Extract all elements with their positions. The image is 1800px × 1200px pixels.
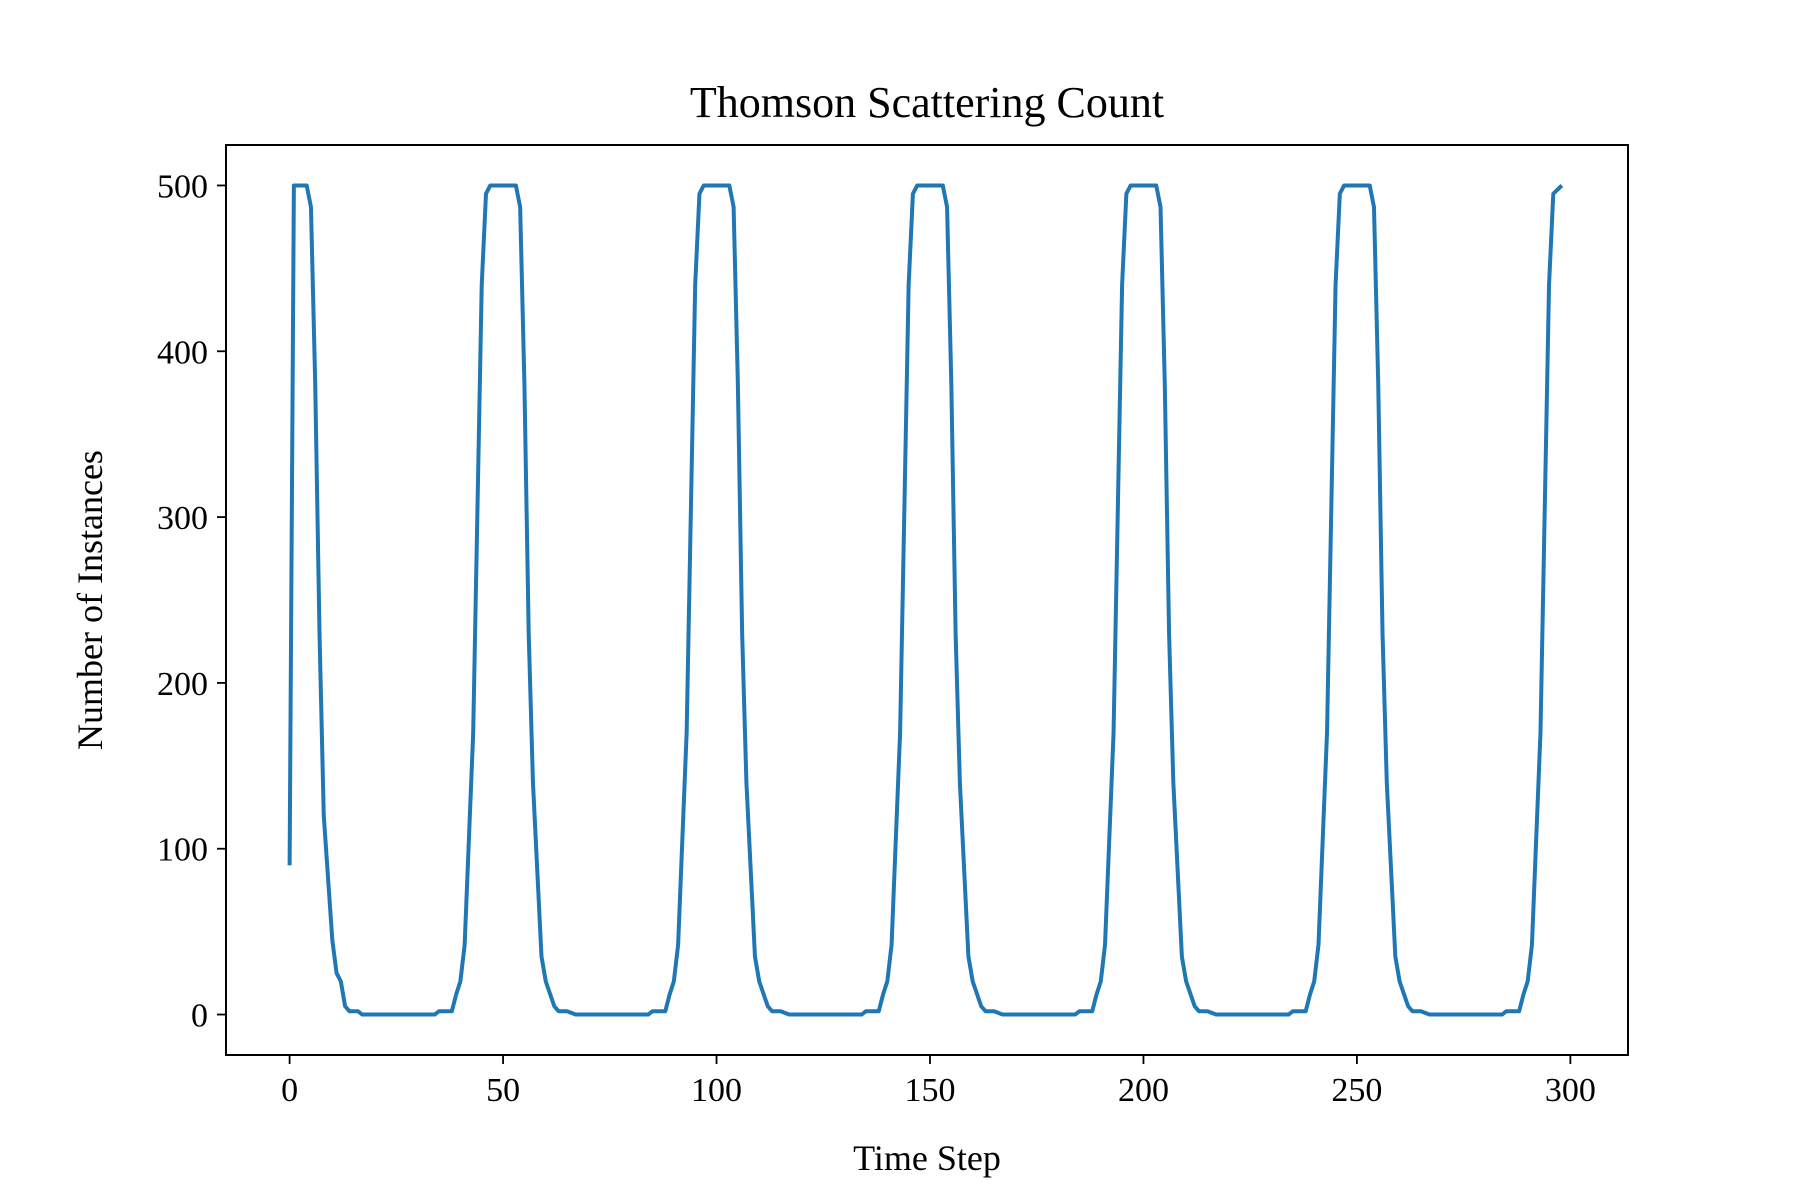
- y-tick-label: 300: [157, 500, 208, 537]
- x-tick-label: 200: [1118, 1072, 1169, 1109]
- x-tick-label: 50: [486, 1072, 520, 1109]
- y-tick-label: 100: [157, 832, 208, 869]
- x-tick-label: 150: [904, 1072, 955, 1109]
- x-tick-label: 250: [1331, 1072, 1382, 1109]
- y-tick-label: 0: [191, 998, 208, 1035]
- y-tick-label: 400: [157, 334, 208, 371]
- y-tick-label: 200: [157, 666, 208, 703]
- x-tick-label: 0: [281, 1072, 298, 1109]
- data-line: [287, 183, 1564, 1017]
- plot-frame: [225, 144, 1629, 1056]
- y-tick-label: 500: [157, 168, 208, 205]
- x-tick-label: 100: [691, 1072, 742, 1109]
- x-tick-label: 300: [1545, 1072, 1596, 1109]
- y-axis-label: Number of Instances: [70, 450, 110, 750]
- x-axis-label: Time Step: [853, 1138, 1001, 1178]
- chart-title: Thomson Scattering Count: [690, 78, 1164, 127]
